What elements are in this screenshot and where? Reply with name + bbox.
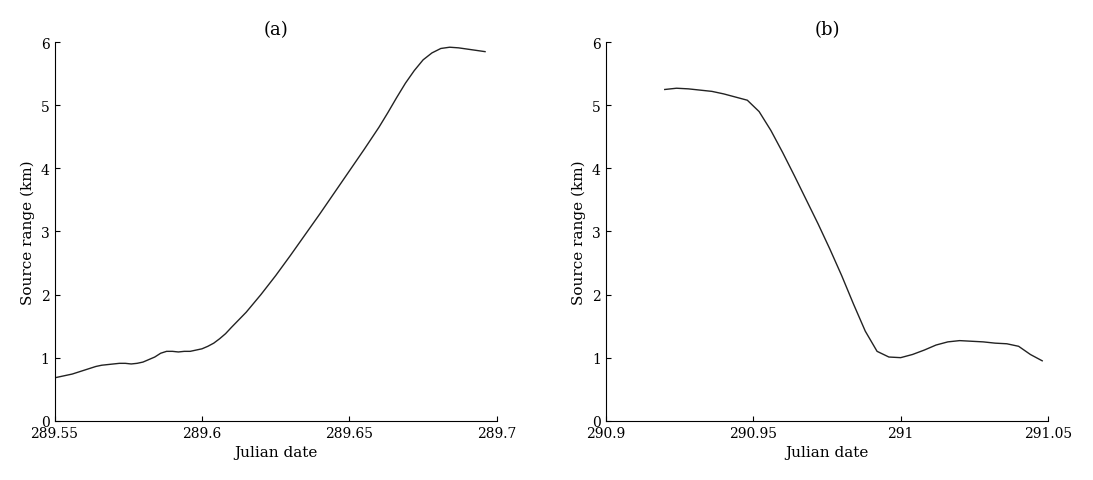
Title: (b): (b) [814, 21, 839, 39]
X-axis label: Julian date: Julian date [234, 445, 317, 459]
Title: (a): (a) [263, 21, 289, 39]
Y-axis label: Source range (km): Source range (km) [572, 160, 587, 304]
X-axis label: Julian date: Julian date [785, 445, 869, 459]
Y-axis label: Source range (km): Source range (km) [21, 160, 35, 304]
